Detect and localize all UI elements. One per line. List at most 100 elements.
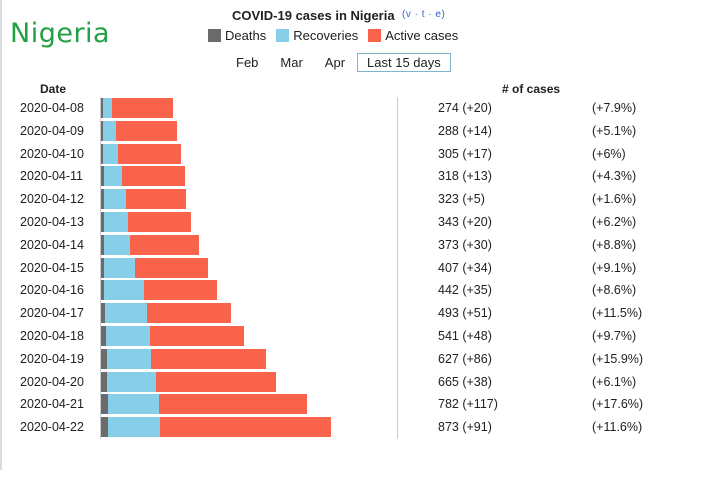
recoveries-segment [103,166,123,187]
legend-swatch-recoveries [276,29,290,42]
region-label: Nigeria [10,18,111,49]
recoveries-segment [106,325,150,346]
active-segment [127,211,192,232]
active-segment [160,417,332,438]
recoveries-segment [103,189,127,210]
stacked-bar [101,120,177,141]
legend-swatch-active [368,29,382,42]
cases-column-header: # of cases [502,82,561,96]
cases-label: 305 (+17) [438,146,492,161]
cases-label: 493 (+51) [438,306,492,321]
stacked-bar [101,371,277,392]
recoveries-segment [102,98,112,118]
date-label: 2020-04-13 [20,214,84,229]
percent-change-label: (+8.6%) [592,283,637,298]
deaths-segment [101,120,103,141]
percent-change-label: (+11.5%) [592,306,643,321]
recoveries-segment [108,417,161,438]
recoveries-segment [103,234,130,255]
date-label: 2020-04-08 [20,101,84,115]
chart-row: 2020-04-12 323 (+5) (+1.6%) [0,188,723,211]
cases-label: 541 (+48) [438,328,492,343]
period-tabs: Feb Mar Apr Last 15 days [226,53,453,72]
percent-change-label: (+4.3%) [592,169,637,184]
date-label: 2020-04-21 [20,397,84,412]
date-label: 2020-04-16 [20,283,84,298]
date-label: 2020-04-18 [20,328,84,343]
active-segment [151,348,267,369]
deaths-segment [101,280,105,301]
chart-row: 2020-04-16 442 (+35) (+8.6%) [0,279,723,302]
active-segment [149,325,244,346]
deaths-segment [101,257,105,278]
active-segment [156,371,277,392]
cases-label: 373 (+30) [438,237,492,252]
chart-row: 2020-04-20 665 (+38) (+6.1%) [0,371,723,394]
deaths-segment [101,348,107,369]
chart-row: 2020-04-11 318 (+13) (+4.3%) [0,165,723,188]
deaths-segment [101,371,107,392]
tab-mar[interactable]: Mar [280,55,303,70]
recoveries-segment [102,143,119,164]
chart-rows: 2020-04-08 274 (+20) (+7.9%) 2020-04-09 288 … [0,97,723,439]
tab-feb[interactable]: Feb [236,55,259,70]
stacked-bar [101,234,200,255]
cases-label: 873 (+91) [438,420,492,435]
chart-row: 2020-04-14 373 (+30) (+8.8%) [0,234,723,257]
percent-change-label: (+1.6%) [592,192,637,207]
date-label: 2020-04-22 [20,420,84,435]
legend: Deaths Recoveries Active cases [208,28,458,43]
date-label: 2020-04-17 [20,306,84,321]
tab-last-15-days[interactable]: Last 15 days [357,53,451,72]
bar-axis-line [100,97,101,439]
chart-row: 2020-04-10 305 (+17) (+6%) [0,143,723,166]
deaths-segment [101,325,106,346]
stacked-bar [101,189,187,210]
date-label: 2020-04-12 [20,192,84,207]
recoveries-segment [106,371,157,392]
left-border [0,0,2,470]
chart-row: 2020-04-15 407 (+34) (+9.1%) [0,257,723,280]
vte-links[interactable]: (v · t · e) [402,9,446,20]
active-segment [118,143,182,164]
date-label: 2020-04-19 [20,351,84,366]
deaths-segment [101,143,103,164]
cases-label: 782 (+117) [438,397,498,412]
cases-label: 665 (+38) [438,374,492,389]
recoveries-segment [107,394,160,415]
legend-label-recoveries: Recoveries [293,28,359,43]
percent-change-label: (+9.1%) [592,260,637,275]
percent-change-label: (+11.6%) [592,420,643,435]
stacked-bar [101,143,182,164]
date-column-header: Date [40,82,67,96]
percent-change-label: (+6%) [592,146,626,161]
deaths-segment [101,166,104,187]
chart-row: 2020-04-22 873 (+91) (+11.6%) [0,416,723,439]
active-segment [129,234,200,255]
percent-change-label: (+6.2%) [592,214,637,229]
active-segment [122,166,185,187]
stacked-bar [101,257,209,278]
cases-label: 343 (+20) [438,214,492,229]
active-segment [116,120,177,141]
date-label: 2020-04-14 [20,237,84,252]
deaths-segment [101,98,103,118]
deaths-segment [101,211,104,232]
percent-change-label: (+5.1%) [592,123,637,138]
date-label: 2020-04-20 [20,374,84,389]
legend-item-deaths: Deaths [208,28,266,43]
tab-apr[interactable]: Apr [324,55,346,70]
date-label: 2020-04-15 [20,260,84,275]
cases-label: 442 (+35) [438,283,492,298]
cases-label: 627 (+86) [438,351,492,366]
active-segment [111,98,174,118]
legend-swatch-deaths [208,29,221,42]
deaths-segment [101,303,106,324]
chart-row: 2020-04-18 541 (+48) (+9.7%) [0,325,723,348]
cases-label: 274 (+20) [438,101,492,115]
percent-change-label: (+7.9%) [592,101,637,115]
stacked-bar [101,211,192,232]
deaths-segment [101,394,108,415]
cases-label: 318 (+13) [438,169,492,184]
percent-change-label: (+9.7%) [592,328,637,343]
